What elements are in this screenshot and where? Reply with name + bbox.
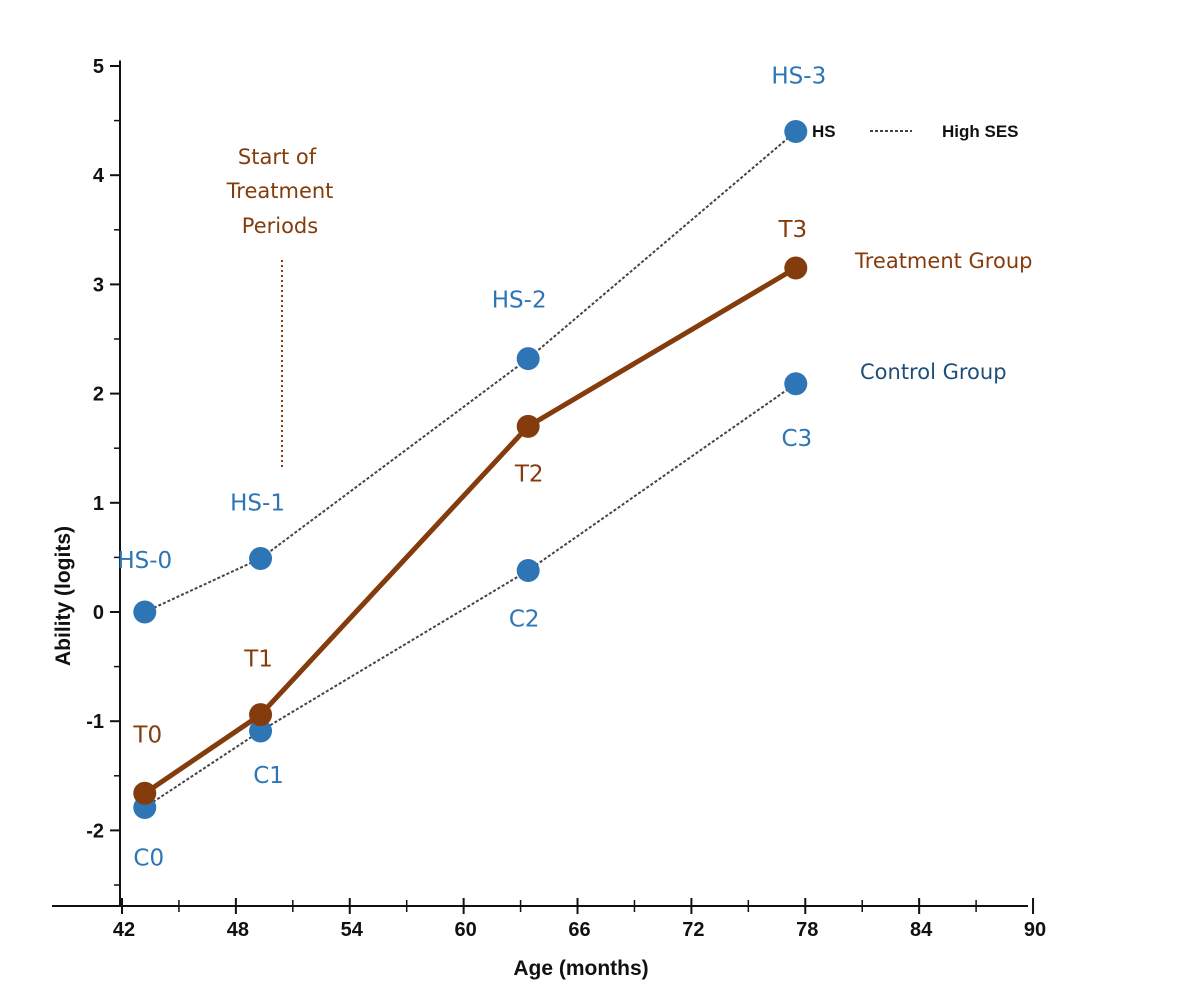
legend-control-label: Control Group xyxy=(860,360,1007,384)
point-hs-0 xyxy=(133,600,157,624)
x-axis-title: Age (months) xyxy=(513,957,648,980)
legend-treatment-label: Treatment Group xyxy=(854,249,1032,273)
legend-hs-abbrev: HS xyxy=(812,122,836,141)
point-label-control-0: C0 xyxy=(133,845,164,871)
x-tick-label: 42 xyxy=(113,919,135,941)
point-treatment-3 xyxy=(784,256,808,280)
y-tick-label: 3 xyxy=(93,274,104,296)
point-label-hs-3: HS-3 xyxy=(771,64,826,90)
series-line-hs xyxy=(144,130,797,613)
point-control-3 xyxy=(784,372,808,396)
y-tick-label: -2 xyxy=(86,820,104,842)
x-tick-label: 90 xyxy=(1024,919,1046,941)
point-label-treatment-2: T2 xyxy=(514,461,544,487)
point-label-hs-0: HS-0 xyxy=(117,548,172,574)
x-tick-label: 48 xyxy=(227,919,249,941)
annotation-line-1: Start of xyxy=(238,145,317,169)
y-tick-label: 4 xyxy=(93,165,105,187)
labels-layer: HS-0 HS-1 HS-2 HS-3 C0 C1 C2 C3 T0 T1 T2 T3 xyxy=(117,64,826,872)
point-label-hs-2: HS-2 xyxy=(492,288,547,314)
point-label-control-2: C2 xyxy=(509,607,540,633)
annotation-line-2: Treatment xyxy=(226,179,334,203)
x-tick-label: 66 xyxy=(568,919,590,941)
point-hs-2 xyxy=(516,347,540,371)
point-label-treatment-1: T1 xyxy=(243,647,273,673)
point-treatment-0 xyxy=(133,781,157,805)
y-tick-label: 1 xyxy=(93,493,104,515)
x-tick-label: 84 xyxy=(910,919,933,941)
point-hs-1 xyxy=(249,546,273,570)
point-label-control-3: C3 xyxy=(781,426,812,452)
point-label-hs-1: HS-1 xyxy=(230,490,285,516)
x-tick-label: 72 xyxy=(682,919,704,941)
series-layer xyxy=(133,120,808,819)
point-treatment-1 xyxy=(249,703,273,727)
y-tick-label: -1 xyxy=(86,711,104,733)
y-tick-label: 0 xyxy=(93,602,104,624)
treatment-start-annotation: Start of Treatment Periods xyxy=(226,145,334,470)
point-treatment-2 xyxy=(516,414,540,438)
legend-hs-name: High SES xyxy=(942,122,1019,141)
point-hs-3 xyxy=(784,120,808,144)
series-line-control xyxy=(144,382,797,809)
x-tick-label: 78 xyxy=(796,919,818,941)
y-axis-title: Ability (logits) xyxy=(52,526,75,666)
x-tick-label: 60 xyxy=(455,919,477,941)
y-tick-label: 5 xyxy=(93,56,104,78)
annotation-line-3: Periods xyxy=(242,214,318,238)
axes: -2 -1 0 1 2 3 4 5 42 48 54 60 66 72 78 84 90 xyxy=(52,56,1046,941)
x-tick-label: 54 xyxy=(341,919,364,941)
point-control-2 xyxy=(516,559,540,583)
y-tick-label: 2 xyxy=(93,384,104,406)
series-line-treatment xyxy=(143,265,798,796)
legend: HS High SES Treatment Group Control Grou… xyxy=(812,122,1032,384)
point-label-control-1: C1 xyxy=(253,763,284,789)
point-label-treatment-0: T0 xyxy=(132,722,162,748)
point-label-treatment-3: T3 xyxy=(777,217,807,243)
point-control-1 xyxy=(249,719,273,743)
